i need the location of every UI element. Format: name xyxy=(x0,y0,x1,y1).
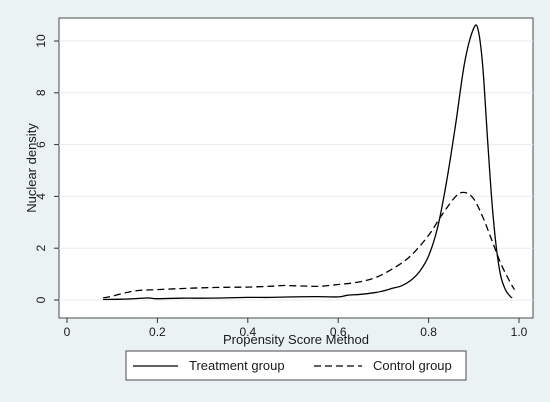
grid-lines xyxy=(59,40,533,301)
y-tick-label: 2 xyxy=(34,245,48,252)
y-tick-label: 8 xyxy=(34,89,48,96)
series-lines xyxy=(103,24,516,301)
x-tick-label: 0.4 xyxy=(239,325,256,339)
y-axis: 0 2 4 6 8 10 xyxy=(34,34,59,303)
x-axis-title: Propensity Score Method xyxy=(223,332,369,347)
y-tick-label: 4 xyxy=(34,193,48,200)
x-tick-label: 0 xyxy=(64,325,71,339)
x-axis: 0 0.2 0.4 0.6 0.8 1.0 xyxy=(64,318,528,339)
y-tick-label: 10 xyxy=(34,34,48,48)
legend-label-treatment: Treatment group xyxy=(189,358,285,373)
legend-box xyxy=(125,350,467,381)
legend-label-control: Control group xyxy=(373,358,452,373)
x-tick-label: 0.2 xyxy=(149,325,166,339)
series-line-control xyxy=(103,191,516,299)
plot-area xyxy=(58,17,534,319)
x-tick-label: 0.6 xyxy=(330,325,347,339)
series-line-treatment xyxy=(103,24,513,301)
x-tick-label: 1.0 xyxy=(511,325,528,339)
legend: Treatment group Control group xyxy=(125,350,467,381)
y-tick-label: 0 xyxy=(34,296,48,303)
y-axis-title: Nuclear density xyxy=(24,123,39,213)
y-tick-label: 6 xyxy=(34,141,48,148)
x-tick-label: 0.8 xyxy=(420,325,437,339)
